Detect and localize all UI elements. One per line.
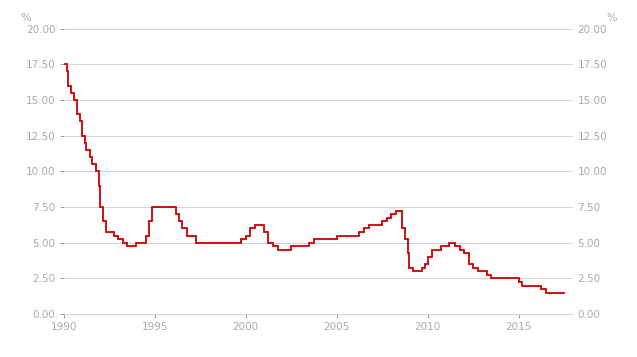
Y-axis label: %: %	[20, 13, 31, 23]
Y-axis label: %: %	[606, 13, 617, 23]
